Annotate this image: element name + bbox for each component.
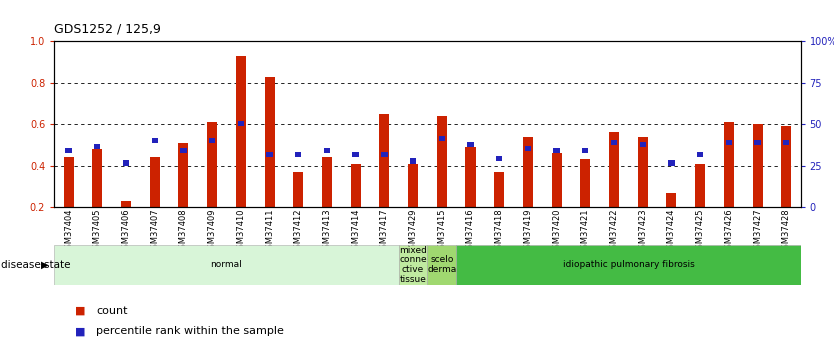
Bar (65, 148, 72, 153)
Bar (324, 148, 330, 153)
Bar (496, 156, 502, 161)
Bar (410, 158, 416, 164)
Bar (439, 136, 445, 141)
Text: ■: ■ (75, 326, 86, 336)
Text: GDS1252 / 125,9: GDS1252 / 125,9 (54, 22, 161, 36)
Bar (266, 152, 273, 157)
Text: disease state: disease state (1, 260, 70, 270)
Bar (209, 138, 215, 143)
Text: ▶: ▶ (41, 260, 48, 270)
Bar (207, 122, 217, 207)
Bar (236, 56, 246, 207)
Bar (525, 146, 531, 151)
Text: scelo
derma: scelo derma (427, 255, 456, 274)
Bar (180, 148, 187, 153)
Bar (640, 142, 646, 147)
Bar (783, 140, 790, 145)
Bar (379, 114, 389, 207)
Bar (755, 140, 761, 145)
Bar (781, 126, 791, 207)
Text: mixed
conne
ctive
tissue: mixed conne ctive tissue (399, 246, 427, 284)
Bar (54, 245, 399, 285)
Bar (668, 160, 675, 166)
Bar (638, 137, 648, 207)
Bar (752, 124, 762, 207)
Text: count: count (96, 306, 128, 315)
Bar (427, 245, 456, 285)
Text: idiopathic pulmonary fibrosis: idiopathic pulmonary fibrosis (562, 260, 694, 269)
Bar (152, 138, 158, 143)
Bar (353, 152, 359, 157)
Bar (554, 148, 560, 153)
Bar (93, 149, 103, 207)
Bar (294, 172, 304, 207)
Bar (580, 159, 590, 207)
Bar (121, 201, 131, 207)
Bar (123, 160, 129, 166)
Bar (456, 245, 801, 285)
Text: ■: ■ (75, 306, 86, 315)
Text: percentile rank within the sample: percentile rank within the sample (96, 326, 284, 336)
Bar (467, 142, 474, 147)
Bar (63, 157, 73, 207)
Bar (295, 152, 301, 157)
Bar (350, 164, 360, 207)
Bar (465, 147, 475, 207)
Text: normal: normal (211, 260, 243, 269)
Bar (582, 148, 589, 153)
Bar (322, 157, 332, 207)
Bar (399, 245, 427, 285)
Bar (724, 122, 734, 207)
Bar (609, 132, 619, 207)
Bar (666, 193, 676, 207)
Bar (697, 152, 703, 157)
Bar (408, 164, 418, 207)
Bar (264, 77, 274, 207)
Bar (238, 121, 244, 126)
Bar (149, 157, 160, 207)
Bar (695, 164, 706, 207)
Bar (726, 140, 732, 145)
Bar (523, 137, 533, 207)
Bar (381, 152, 388, 157)
Bar (495, 172, 505, 207)
Bar (437, 116, 447, 207)
Bar (178, 143, 188, 207)
Bar (551, 153, 561, 207)
Bar (94, 144, 100, 149)
Bar (610, 140, 617, 145)
